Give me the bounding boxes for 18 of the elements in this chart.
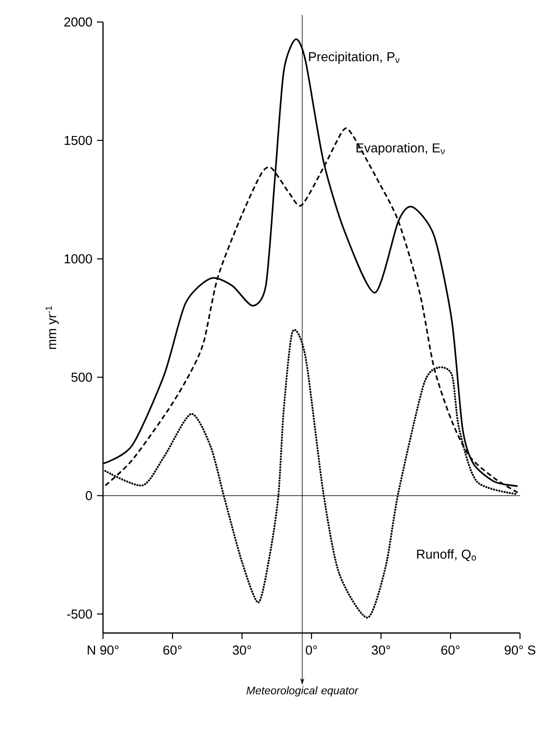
x-tick-label: 0° xyxy=(306,646,317,655)
y-axis-title: mm yr$^{-1}$ xyxy=(46,306,59,349)
x-tick-label: 60° xyxy=(441,646,460,655)
text: Runoff, Q$_{o}$ xyxy=(417,549,476,562)
y-tick-label: 1000 xyxy=(64,254,92,264)
series-label: Precipitation, P$_{ν}$ xyxy=(309,52,400,64)
x-tick-label: 30° xyxy=(232,646,252,655)
ref-line-label: Meteorological equator xyxy=(246,686,359,697)
series-label: Evaporation, E$_{ν}$ xyxy=(356,142,445,156)
x-tick-label: N 90° xyxy=(88,646,118,655)
y-tick-label: 1500 xyxy=(64,136,92,145)
x-tick-label: 90° S xyxy=(504,646,536,655)
x-tick-label: 30° xyxy=(372,646,390,655)
y-tick-label: -500 xyxy=(67,609,92,619)
y-tick-label: 0 xyxy=(86,491,92,500)
y-tick-label: 500 xyxy=(71,372,92,382)
x-tick-label: 60° xyxy=(163,646,182,655)
y-tick-label: 2000 xyxy=(64,17,92,27)
